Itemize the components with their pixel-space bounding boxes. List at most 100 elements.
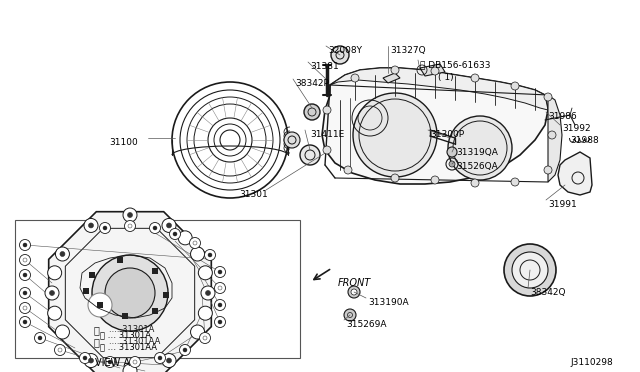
Circle shape <box>123 208 137 222</box>
Circle shape <box>19 317 31 327</box>
Circle shape <box>323 146 331 154</box>
Text: 31300P: 31300P <box>430 130 464 139</box>
Circle shape <box>205 291 211 295</box>
Circle shape <box>304 104 320 120</box>
Text: 31988: 31988 <box>570 136 599 145</box>
Bar <box>83 288 89 294</box>
Circle shape <box>158 356 162 360</box>
Circle shape <box>54 344 65 356</box>
Circle shape <box>38 336 42 340</box>
Circle shape <box>544 93 552 101</box>
Circle shape <box>99 222 111 234</box>
Circle shape <box>166 223 172 228</box>
Text: 31991: 31991 <box>548 200 577 209</box>
Bar <box>152 268 158 274</box>
Polygon shape <box>548 95 562 182</box>
Circle shape <box>300 145 320 165</box>
Circle shape <box>344 166 352 174</box>
Bar <box>163 292 169 298</box>
Circle shape <box>170 228 180 240</box>
Text: 313190A: 313190A <box>368 298 408 307</box>
Circle shape <box>84 353 98 368</box>
Circle shape <box>173 232 177 236</box>
Circle shape <box>471 179 479 187</box>
Text: 31526QA: 31526QA <box>456 162 498 171</box>
Circle shape <box>391 66 399 74</box>
Circle shape <box>198 306 212 320</box>
Circle shape <box>218 303 222 307</box>
Circle shape <box>45 286 59 300</box>
Circle shape <box>79 353 90 363</box>
Circle shape <box>431 67 439 75</box>
Circle shape <box>127 212 132 218</box>
Circle shape <box>504 244 556 296</box>
Circle shape <box>353 93 437 177</box>
Polygon shape <box>322 68 548 184</box>
Text: 31986: 31986 <box>548 112 577 121</box>
Text: ⒱ DB156-61633: ⒱ DB156-61633 <box>420 60 490 69</box>
Circle shape <box>544 166 552 174</box>
Text: 31100: 31100 <box>109 138 138 147</box>
Circle shape <box>19 240 31 250</box>
Bar <box>122 313 128 319</box>
Circle shape <box>104 356 115 368</box>
Circle shape <box>88 293 112 317</box>
Text: Ⓐ: Ⓐ <box>93 325 99 335</box>
Circle shape <box>331 46 349 64</box>
Text: 31301: 31301 <box>239 190 268 199</box>
Circle shape <box>23 291 27 295</box>
Bar <box>15 220 300 358</box>
Circle shape <box>83 356 87 360</box>
Circle shape <box>19 302 31 314</box>
Circle shape <box>56 247 70 261</box>
Text: ( 1): ( 1) <box>438 73 454 82</box>
Circle shape <box>189 237 200 248</box>
Circle shape <box>23 320 27 324</box>
Circle shape <box>108 360 112 364</box>
Text: .... 31301A: .... 31301A <box>109 326 154 334</box>
Bar <box>152 308 158 314</box>
Circle shape <box>218 270 222 274</box>
Circle shape <box>449 161 455 167</box>
Circle shape <box>84 218 98 232</box>
Text: 31319QA: 31319QA <box>456 148 498 157</box>
Circle shape <box>60 251 65 257</box>
Text: Ⓐ … 31301A: Ⓐ … 31301A <box>100 330 151 339</box>
Text: Ⓑ … 31301AA: Ⓑ … 31301AA <box>100 342 157 351</box>
Circle shape <box>214 282 225 294</box>
Polygon shape <box>383 73 400 83</box>
Text: .... 31301AA: .... 31301AA <box>109 337 161 346</box>
Circle shape <box>351 289 357 295</box>
Circle shape <box>208 253 212 257</box>
Circle shape <box>47 306 61 320</box>
Bar <box>117 257 123 263</box>
Bar <box>97 302 103 308</box>
Circle shape <box>179 344 191 356</box>
Circle shape <box>323 106 331 114</box>
Circle shape <box>431 176 439 184</box>
Circle shape <box>198 266 212 280</box>
Text: VIEW A: VIEW A <box>95 358 130 368</box>
Circle shape <box>88 223 93 228</box>
Circle shape <box>19 269 31 280</box>
Polygon shape <box>49 212 211 372</box>
Circle shape <box>23 273 27 277</box>
Circle shape <box>162 353 176 368</box>
Circle shape <box>391 174 399 182</box>
Circle shape <box>471 74 479 82</box>
Text: 31992: 31992 <box>562 124 591 133</box>
Text: 38342Q: 38342Q <box>530 288 566 297</box>
Circle shape <box>105 268 155 318</box>
Circle shape <box>344 309 356 321</box>
Circle shape <box>191 247 205 261</box>
Circle shape <box>511 178 519 186</box>
Circle shape <box>166 358 172 363</box>
Circle shape <box>19 288 31 298</box>
Circle shape <box>88 358 93 363</box>
Circle shape <box>548 131 556 139</box>
Text: 31381: 31381 <box>310 62 339 71</box>
Circle shape <box>200 333 211 343</box>
Circle shape <box>162 218 176 232</box>
Circle shape <box>23 243 27 247</box>
Circle shape <box>447 147 457 157</box>
